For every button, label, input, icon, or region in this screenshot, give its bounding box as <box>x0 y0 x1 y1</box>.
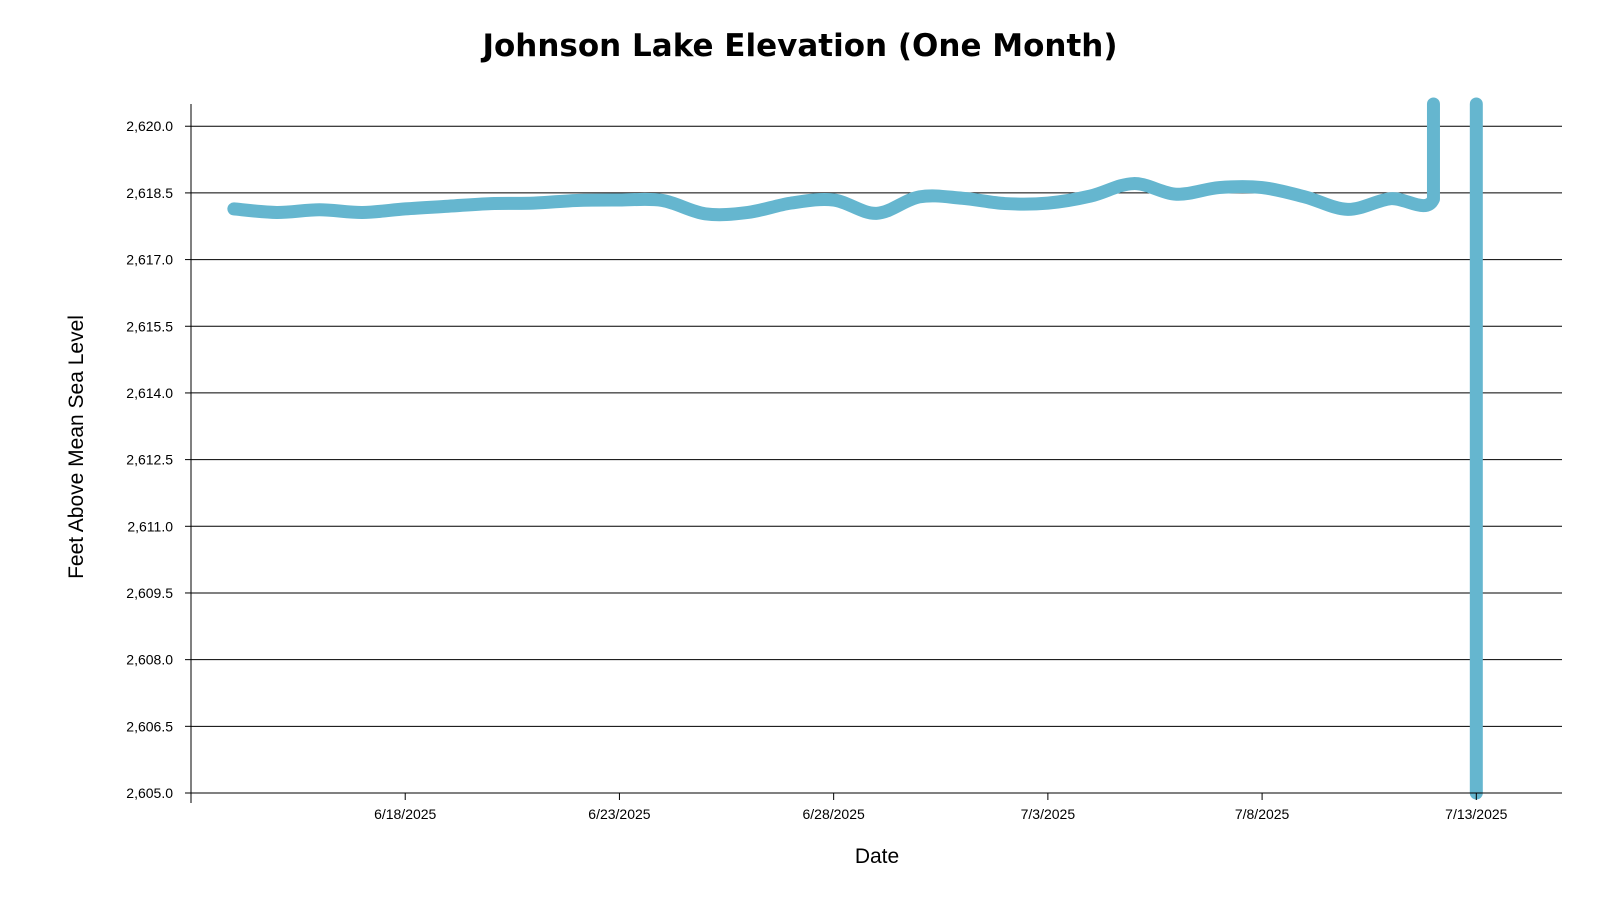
y-tick-label: 2,612.5 <box>126 452 173 468</box>
x-tick-label: 6/18/2025 <box>374 806 436 822</box>
y-tick-label: 2,615.5 <box>126 318 173 334</box>
y-tick-label: 2,608.0 <box>126 652 173 668</box>
y-tick-label: 2,614.0 <box>126 385 173 401</box>
x-axis-label: Date <box>855 845 899 868</box>
x-tick-label: 6/23/2025 <box>588 806 650 822</box>
plot-area <box>227 97 1483 800</box>
elevation-series-line <box>227 97 1440 222</box>
y-tick-label: 2,609.5 <box>126 585 173 601</box>
y-tick-label: 2,605.0 <box>126 785 173 801</box>
axes: 2,620.0 2,618.5 2,617.0 2,615.5 2,614.0 2,612… <box>126 104 1562 822</box>
y-tick-label: 2,620.0 <box>126 118 173 134</box>
chart-title: Johnson Lake Elevation (One Month) <box>482 28 1118 64</box>
y-tick-label: 2,618.5 <box>126 185 173 201</box>
gridlines <box>191 125 1562 794</box>
y-tick-label: 2,617.0 <box>126 252 173 268</box>
y-axis-label: Feet Above Mean Sea Level <box>65 315 88 579</box>
x-tick-label: 7/3/2025 <box>1021 806 1076 822</box>
y-tick-label: 2,611.0 <box>127 518 173 534</box>
y-tick-label: 2,606.5 <box>126 718 173 734</box>
x-tick-label: 7/8/2025 <box>1235 806 1290 822</box>
x-tick-label: 7/13/2025 <box>1445 806 1507 822</box>
x-tick-label: 6/28/2025 <box>803 806 865 822</box>
